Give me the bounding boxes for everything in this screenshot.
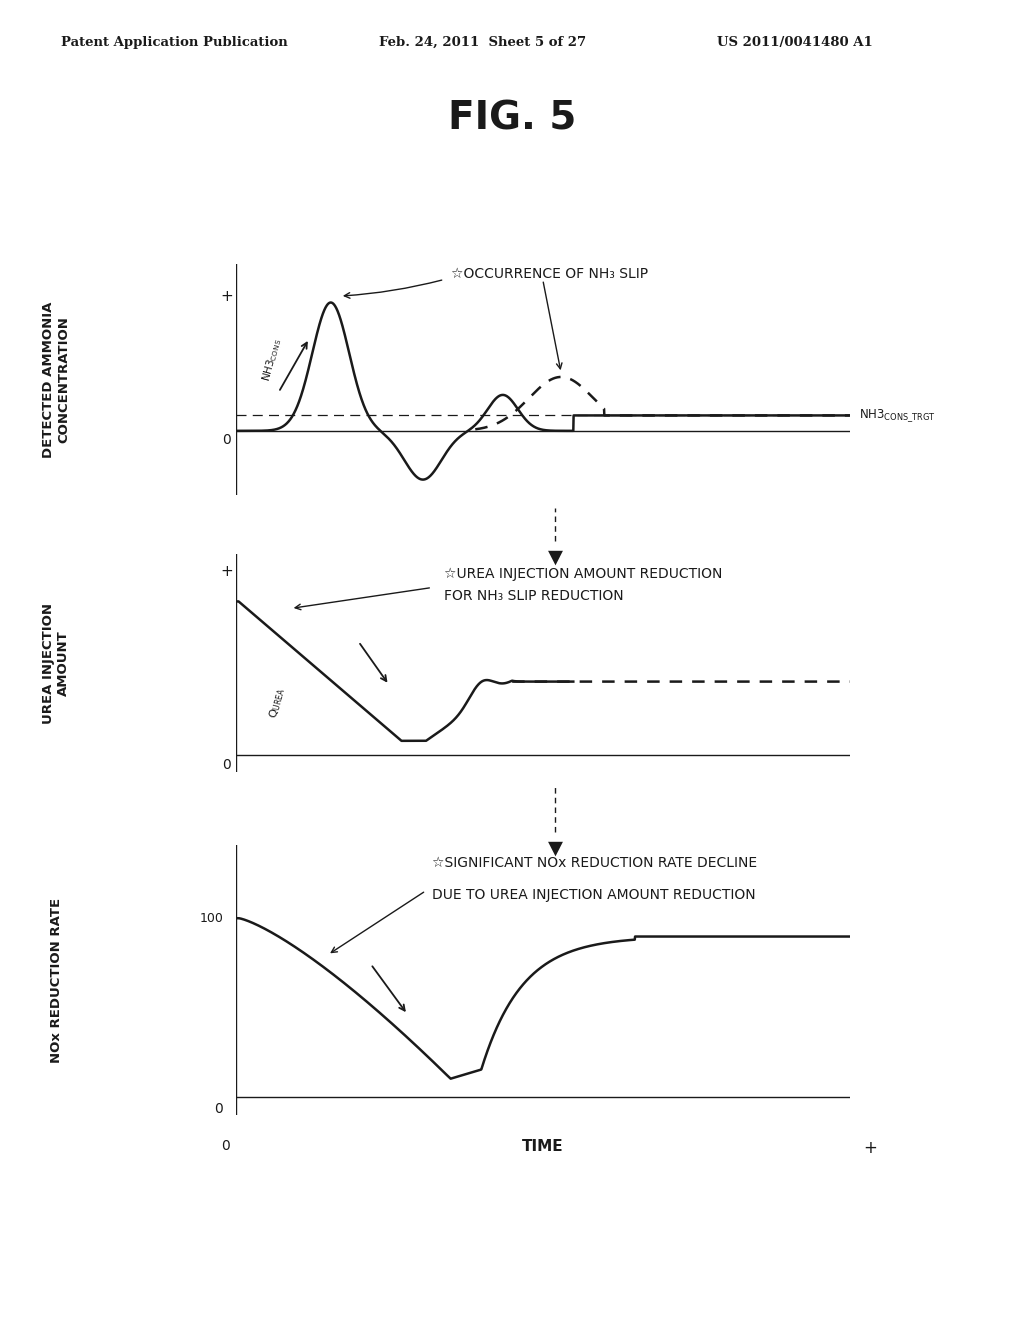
- Text: ▼: ▼: [548, 548, 562, 566]
- Text: NH3$_{\mathsf{CONS}}$: NH3$_{\mathsf{CONS}}$: [260, 337, 285, 383]
- Text: US 2011/0041480 A1: US 2011/0041480 A1: [717, 36, 872, 49]
- Text: NH3$_{\mathsf{CONS\_TRGT}}$: NH3$_{\mathsf{CONS\_TRGT}}$: [859, 407, 936, 424]
- Text: 0: 0: [222, 433, 230, 447]
- Text: FIG. 5: FIG. 5: [447, 99, 577, 137]
- Text: 0: 0: [221, 1139, 229, 1154]
- Text: 0: 0: [214, 1102, 223, 1115]
- Text: ☆OCCURRENCE OF NH₃ SLIP: ☆OCCURRENCE OF NH₃ SLIP: [451, 267, 648, 281]
- Text: TIME: TIME: [522, 1139, 563, 1154]
- Text: Feb. 24, 2011  Sheet 5 of 27: Feb. 24, 2011 Sheet 5 of 27: [379, 36, 586, 49]
- Text: $\mathsf{Q_{UREA}}$: $\mathsf{Q_{UREA}}$: [266, 685, 288, 719]
- Text: 100: 100: [200, 912, 223, 925]
- Text: DUE TO UREA INJECTION AMOUNT REDUCTION: DUE TO UREA INJECTION AMOUNT REDUCTION: [432, 888, 756, 903]
- Text: Patent Application Publication: Patent Application Publication: [61, 36, 288, 49]
- Text: UREA INJECTION
AMOUNT: UREA INJECTION AMOUNT: [42, 603, 71, 723]
- Text: DETECTED AMMONIA
CONCENTRATION: DETECTED AMMONIA CONCENTRATION: [42, 301, 71, 458]
- Text: +: +: [863, 1139, 878, 1158]
- Text: NOx REDUCTION RATE: NOx REDUCTION RATE: [50, 898, 62, 1063]
- Text: ☆UREA INJECTION AMOUNT REDUCTION: ☆UREA INJECTION AMOUNT REDUCTION: [444, 566, 723, 581]
- Text: +: +: [220, 565, 232, 579]
- Text: +: +: [220, 289, 232, 304]
- Text: FOR NH₃ SLIP REDUCTION: FOR NH₃ SLIP REDUCTION: [444, 589, 624, 603]
- Text: 0: 0: [222, 758, 230, 772]
- Text: ▼: ▼: [548, 838, 562, 857]
- Text: ☆SIGNIFICANT NOx REDUCTION RATE DECLINE: ☆SIGNIFICANT NOx REDUCTION RATE DECLINE: [432, 857, 758, 870]
